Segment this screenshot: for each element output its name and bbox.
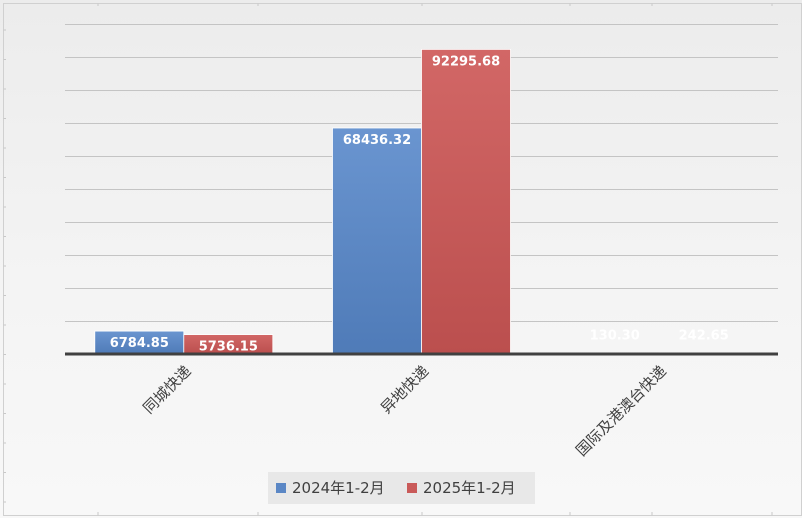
legend-label-2024: 2024年1-2月 <box>292 479 385 497</box>
legend-box <box>268 472 535 504</box>
data-labels: 6784.85 68436.32 130.30 5736.15 92295.68 242.… <box>110 54 729 354</box>
legend-swatch-2025 <box>407 483 417 493</box>
bar-2024-1 <box>332 127 422 354</box>
data-label-2025-1: 92295.68 <box>432 54 500 69</box>
data-label-2024-0: 6784.85 <box>110 336 169 351</box>
legend-label-2025: 2025年1-2月 <box>423 479 516 497</box>
category-label-0: 同城快递 <box>139 362 194 417</box>
bars <box>94 49 749 354</box>
category-label-1: 异地快递 <box>377 362 432 417</box>
category-labels: 同城快递 异地快递 国际及港澳台快递 <box>139 362 669 460</box>
legend-swatch-2024 <box>276 483 286 493</box>
data-label-2025-2: 242.65 <box>679 329 729 344</box>
data-label-2024-1: 68436.32 <box>343 133 411 148</box>
category-label-2: 国际及港澳台快递 <box>572 362 670 460</box>
data-label-2024-2: 130.30 <box>590 329 640 344</box>
data-label-2025-0: 5736.15 <box>199 340 258 355</box>
legend: 2024年1-2月 2025年1-2月 <box>268 472 535 504</box>
bar-2025-1 <box>421 49 511 354</box>
